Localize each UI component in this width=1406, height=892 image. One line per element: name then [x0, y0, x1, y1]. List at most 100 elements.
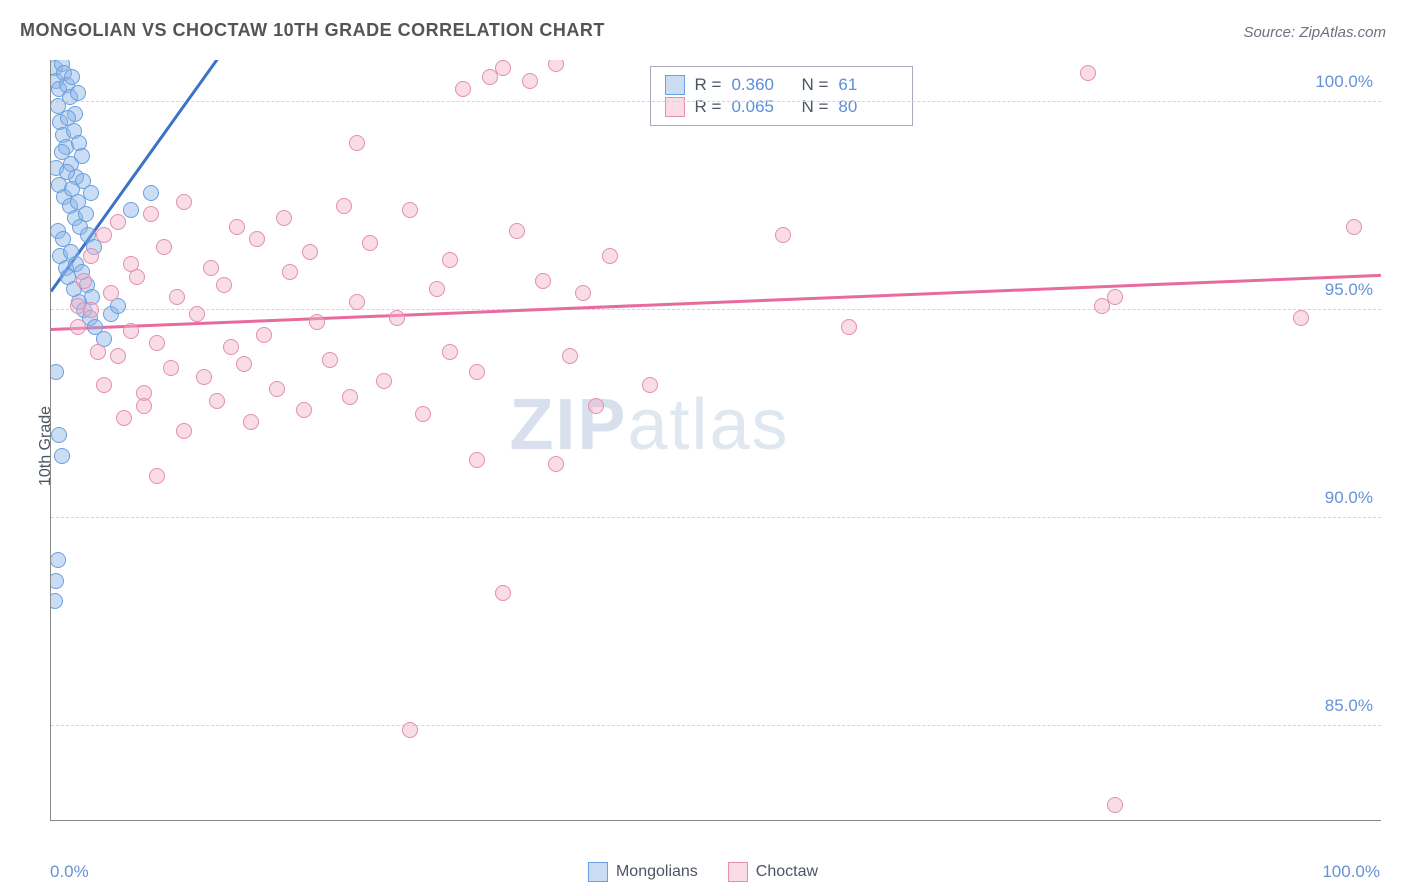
data-point — [349, 294, 365, 310]
data-point — [1107, 289, 1123, 305]
data-point — [136, 398, 152, 414]
data-point — [116, 410, 132, 426]
data-point — [402, 722, 418, 738]
data-point — [196, 369, 212, 385]
legend-label: Choctaw — [756, 863, 818, 880]
data-point — [336, 198, 352, 214]
data-point — [50, 552, 66, 568]
n-label: N = — [801, 75, 828, 95]
data-point — [176, 194, 192, 210]
data-point — [129, 269, 145, 285]
data-point — [442, 344, 458, 360]
y-tick-label: 85.0% — [1325, 696, 1373, 716]
data-point — [282, 264, 298, 280]
data-point — [54, 144, 70, 160]
y-tick-label: 90.0% — [1325, 488, 1373, 508]
data-point — [442, 252, 458, 268]
data-point — [64, 69, 80, 85]
data-point — [143, 185, 159, 201]
data-point — [548, 456, 564, 472]
chart-title: MONGOLIAN VS CHOCTAW 10TH GRADE CORRELAT… — [20, 20, 605, 41]
gridline — [51, 101, 1381, 102]
data-point — [575, 285, 591, 301]
data-point — [509, 223, 525, 239]
y-tick-label: 100.0% — [1315, 72, 1373, 92]
r-value: 0.360 — [731, 75, 791, 95]
x-tick — [849, 820, 850, 821]
data-point — [548, 60, 564, 72]
watermark: ZIPatlas — [509, 384, 789, 466]
scatter-plot-area: ZIPatlas R =0.360N =61R =0.065N =80 85.0… — [50, 60, 1381, 821]
data-point — [83, 248, 99, 264]
data-point — [243, 414, 259, 430]
data-point — [342, 389, 358, 405]
data-point — [588, 398, 604, 414]
data-point — [362, 235, 378, 251]
data-point — [70, 319, 86, 335]
data-point — [78, 206, 94, 222]
x-tick — [1115, 820, 1116, 821]
data-point — [176, 423, 192, 439]
data-point — [156, 239, 172, 255]
x-tick — [1248, 820, 1249, 821]
data-point — [455, 81, 471, 97]
data-point — [602, 248, 618, 264]
data-point — [50, 573, 64, 589]
data-point — [495, 60, 511, 76]
data-point — [841, 319, 857, 335]
data-point — [322, 352, 338, 368]
data-point — [469, 364, 485, 380]
gridline — [51, 517, 1381, 518]
data-point — [51, 427, 67, 443]
legend-swatch — [728, 862, 748, 882]
data-point — [376, 373, 392, 389]
n-value: 61 — [838, 75, 898, 95]
data-point — [429, 281, 445, 297]
trendline-choctaw — [51, 274, 1381, 331]
data-point — [1107, 797, 1123, 813]
legend-item: Choctaw — [728, 862, 818, 882]
data-point — [402, 202, 418, 218]
data-point — [123, 323, 139, 339]
data-point — [123, 202, 139, 218]
legend-item: Mongolians — [588, 862, 698, 882]
data-point — [535, 273, 551, 289]
y-tick-label: 95.0% — [1325, 280, 1373, 300]
data-point — [269, 381, 285, 397]
x-axis-max-label: 100.0% — [1322, 862, 1380, 882]
data-point — [203, 260, 219, 276]
watermark-bold: ZIP — [509, 385, 627, 465]
data-point — [223, 339, 239, 355]
legend-label: Mongolians — [616, 863, 698, 880]
data-point — [110, 348, 126, 364]
watermark-light: atlas — [627, 385, 789, 465]
legend-swatch — [665, 75, 685, 95]
data-point — [469, 452, 485, 468]
x-tick — [583, 820, 584, 821]
data-point — [309, 314, 325, 330]
data-point — [1080, 65, 1096, 81]
data-point — [1293, 310, 1309, 326]
data-point — [415, 406, 431, 422]
data-point — [90, 344, 106, 360]
x-tick — [982, 820, 983, 821]
x-tick — [450, 820, 451, 821]
data-point — [149, 468, 165, 484]
data-point — [189, 306, 205, 322]
data-point — [1346, 219, 1362, 235]
stats-legend-box: R =0.360N =61R =0.065N =80 — [650, 66, 914, 126]
data-point — [296, 402, 312, 418]
data-point — [169, 289, 185, 305]
data-point — [642, 377, 658, 393]
bottom-legend: Mongolians Choctaw — [588, 862, 818, 882]
data-point — [103, 285, 119, 301]
statbox-row: R = 0.360 N = 61 — [665, 75, 899, 95]
data-point — [249, 231, 265, 247]
r-label: R = — [695, 75, 722, 95]
data-point — [302, 244, 318, 260]
data-point — [54, 448, 70, 464]
legend-swatch — [588, 862, 608, 882]
data-point — [495, 585, 511, 601]
data-point — [216, 277, 232, 293]
data-point — [70, 85, 86, 101]
